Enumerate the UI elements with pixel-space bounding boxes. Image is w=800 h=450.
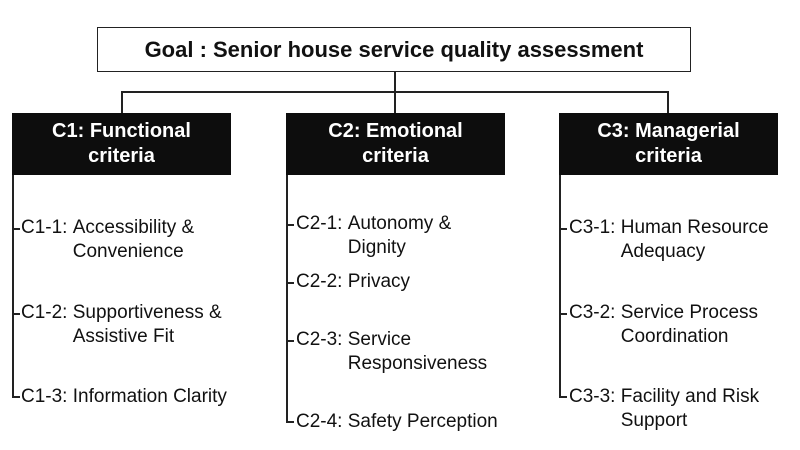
- category-c2-subtitle: criteria: [362, 145, 429, 167]
- criterion-code: C3-1:: [569, 217, 616, 238]
- goal-stem: [394, 72, 396, 92]
- criterion-text: Autonomy & Dignity: [347, 213, 452, 258]
- criterion-c2-3: C2-3: Service Responsiveness: [296, 328, 487, 376]
- criterion-c3-3: C3-3: Facility and Risk Support: [569, 385, 759, 433]
- criterion-text: Information Clarity: [72, 386, 227, 407]
- criterion-c3-2: C3-2: Service Process Coordination: [569, 301, 758, 349]
- criterion-code: C2-4:: [296, 411, 343, 432]
- criterion-c2-4: C2-4: Safety Perception: [296, 410, 498, 434]
- tick-c1-2: [12, 313, 20, 315]
- criterion-c1-2: C1-2: Supportiveness & Assistive Fit: [21, 301, 222, 349]
- spine-c1: [12, 175, 14, 396]
- tick-c2-3: [286, 340, 294, 342]
- category-c2: C2: Emotional criteria: [286, 113, 505, 175]
- criterion-text: Accessibility & Convenience: [72, 217, 195, 262]
- drop-c1: [121, 91, 123, 113]
- tick-c3-2: [559, 313, 567, 315]
- criterion-code: C2-2:: [296, 271, 343, 292]
- category-c1: C1: Functional criteria: [12, 113, 231, 175]
- tick-c1-3: [12, 396, 20, 398]
- drop-c2: [394, 91, 396, 113]
- criterion-text: Facility and Risk Support: [620, 386, 760, 431]
- category-c1-subtitle: criteria: [88, 145, 155, 167]
- tick-c1-1: [12, 228, 20, 230]
- criterion-text: Service Responsiveness: [347, 329, 488, 374]
- criterion-code: C1-2:: [21, 302, 68, 323]
- spine-c3: [559, 175, 561, 397]
- category-c1-title: C1: Functional: [52, 120, 191, 142]
- tick-c3-1: [559, 228, 567, 230]
- criterion-code: C3-2:: [569, 302, 616, 323]
- criterion-code: C2-3:: [296, 329, 343, 350]
- criterion-c1-1: C1-1: Accessibility & Convenience: [21, 216, 194, 264]
- drop-c3: [667, 91, 669, 113]
- criterion-c2-1: C2-1: Autonomy & Dignity: [296, 212, 451, 260]
- category-c3: C3: Managerial criteria: [559, 113, 778, 175]
- criterion-c3-1: C3-1: Human Resource Adequacy: [569, 216, 769, 264]
- category-c2-title: C2: Emotional: [328, 120, 463, 142]
- criterion-text: Supportiveness & Assistive Fit: [72, 302, 222, 347]
- tick-c3-3: [559, 396, 567, 398]
- criterion-c2-2: C2-2: Privacy: [296, 270, 410, 294]
- spine-c2: [286, 175, 288, 422]
- criterion-text: Safety Perception: [347, 411, 498, 432]
- criterion-code: C1-3:: [21, 386, 68, 407]
- criterion-text: Privacy: [347, 271, 411, 292]
- criterion-c1-3: C1-3: Information Clarity: [21, 385, 227, 409]
- criterion-code: C3-3:: [569, 386, 616, 407]
- tick-c2-1: [286, 224, 294, 226]
- category-c3-title: C3: Managerial: [597, 120, 740, 142]
- criterion-code: C1-1:: [21, 217, 68, 238]
- tick-c2-2: [286, 282, 294, 284]
- goal-box: Goal : Senior house service quality asse…: [97, 27, 691, 72]
- criterion-text: Service Process Coordination: [620, 302, 759, 347]
- tick-c2-4: [286, 421, 294, 423]
- category-c3-subtitle: criteria: [635, 145, 702, 167]
- criterion-code: C2-1:: [296, 213, 343, 234]
- goal-label: Goal : Senior house service quality asse…: [144, 36, 644, 62]
- criterion-text: Human Resource Adequacy: [620, 217, 769, 262]
